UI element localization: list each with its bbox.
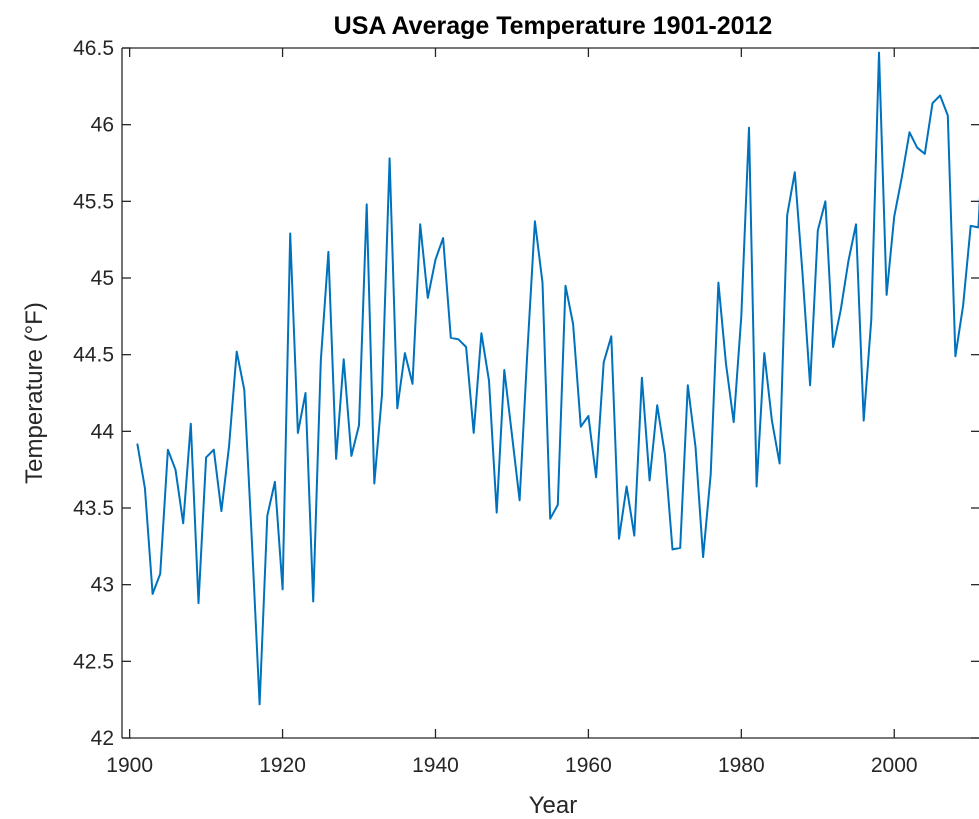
x-axis-label: Year (529, 792, 578, 819)
y-tick-label: 46 (91, 114, 114, 137)
y-tick-label: 42.5 (73, 650, 114, 673)
x-tick-label: 1900 (106, 754, 153, 777)
x-tick-label: 1940 (412, 754, 459, 777)
y-axis-label: Temperature (°F) (21, 302, 48, 484)
y-tick-label: 42 (91, 727, 114, 750)
y-tick-label: 43.5 (73, 497, 114, 520)
x-tick-label: 1920 (259, 754, 306, 777)
y-tick-label: 46.5 (73, 37, 114, 60)
chart-title: USA Average Temperature 1901-2012 (334, 12, 773, 40)
y-tick-label: 45 (91, 267, 114, 290)
x-tick-label: 2000 (871, 754, 918, 777)
temperature-series-line (136, 51, 979, 706)
y-tick-label: 44 (91, 420, 115, 443)
x-tick-label: 1980 (718, 754, 765, 777)
plot-area (122, 48, 979, 738)
y-tick-label: 44.5 (73, 344, 114, 367)
x-tick-label: 1960 (565, 754, 612, 777)
y-tick-label: 45.5 (73, 190, 114, 213)
y-tick-label: 43 (91, 574, 114, 597)
